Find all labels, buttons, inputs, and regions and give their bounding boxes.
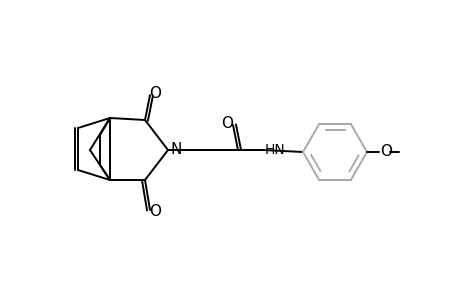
Text: O: O xyxy=(149,205,161,220)
Text: O: O xyxy=(379,145,391,160)
Text: N: N xyxy=(170,142,181,158)
Text: O: O xyxy=(149,85,161,100)
Text: HN: HN xyxy=(264,143,285,157)
Text: O: O xyxy=(220,116,233,130)
